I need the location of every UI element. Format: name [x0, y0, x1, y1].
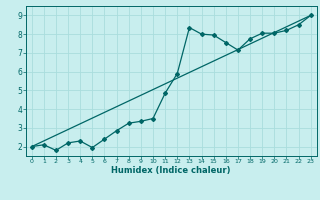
X-axis label: Humidex (Indice chaleur): Humidex (Indice chaleur): [111, 166, 231, 175]
